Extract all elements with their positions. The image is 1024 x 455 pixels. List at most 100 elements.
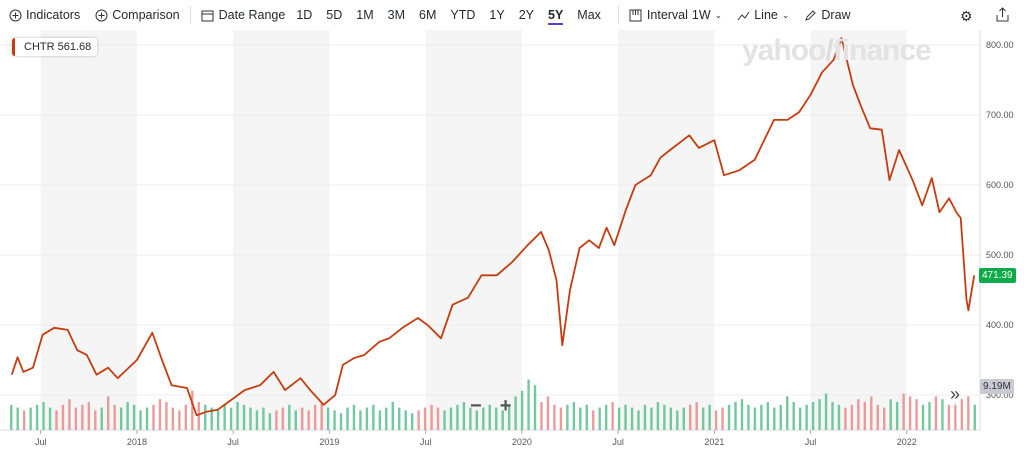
interval-button[interactable]: Interval 1W ⌄ xyxy=(629,8,722,22)
volume-bar xyxy=(152,404,155,430)
volume-bar xyxy=(139,410,142,430)
gear-icon: ⚙ xyxy=(960,8,973,24)
volume-bar xyxy=(482,407,485,430)
volume-bar xyxy=(773,407,776,430)
period-band xyxy=(40,30,137,430)
indicators-label: Indicators xyxy=(26,8,81,22)
volume-bar xyxy=(100,407,103,430)
plus-circle-icon xyxy=(8,8,22,22)
volume-bar xyxy=(928,402,931,430)
date-range-button[interactable]: Date Range xyxy=(201,8,286,22)
volume-bar xyxy=(844,407,847,430)
volume-bar xyxy=(456,404,459,430)
interval-value: 1W xyxy=(691,8,711,22)
volume-bar xyxy=(740,399,744,430)
volume-bar xyxy=(10,404,13,430)
x-tick-label: 2020 xyxy=(512,437,532,447)
volume-bar xyxy=(35,404,39,430)
volume-bar xyxy=(132,404,136,430)
volume-bar xyxy=(462,402,466,430)
indicators-button[interactable]: Indicators xyxy=(8,8,80,22)
range-tab-2y[interactable]: 2Y xyxy=(518,8,534,22)
volume-bar xyxy=(249,407,252,430)
volume-bar xyxy=(747,404,750,430)
range-tab-ytd[interactable]: YTD xyxy=(450,8,476,22)
volume-bar xyxy=(786,396,789,430)
volume-bar xyxy=(126,402,129,430)
volume-bar xyxy=(585,404,588,430)
line-type-button[interactable]: Line ⌄ xyxy=(736,8,789,22)
volume-bar xyxy=(378,410,382,430)
volume-bar xyxy=(436,407,440,430)
x-tick-label: 2018 xyxy=(127,437,147,447)
volume-bar xyxy=(889,399,892,430)
zoom-in-button[interactable]: + xyxy=(499,395,512,417)
volume-bar xyxy=(87,402,91,430)
range-tab-max[interactable]: Max xyxy=(577,8,601,22)
share-button[interactable] xyxy=(996,7,1009,25)
volume-bar xyxy=(908,396,912,430)
x-tick-label: 2021 xyxy=(704,437,724,447)
legend-chip[interactable]: CHTR 561.68 xyxy=(12,38,98,56)
scroll-to-latest-button[interactable]: » xyxy=(950,384,961,405)
volume-bar xyxy=(145,407,149,430)
volume-bar xyxy=(16,407,19,430)
volume-bar xyxy=(320,402,323,430)
volume-bar xyxy=(579,407,582,430)
volume-bar xyxy=(520,390,524,430)
volume-bar xyxy=(895,402,899,430)
line-chart-icon xyxy=(736,8,750,22)
volume-bar xyxy=(29,407,32,430)
range-tab-3m[interactable]: 3M xyxy=(387,8,406,22)
divider xyxy=(617,6,619,24)
range-tab-5y[interactable]: 5Y xyxy=(548,8,564,25)
volume-bar xyxy=(275,410,278,430)
draw-button[interactable]: Draw xyxy=(803,8,851,22)
interval-label: Interval xyxy=(646,8,688,22)
volume-bar xyxy=(701,407,705,430)
range-tab-1m[interactable]: 1M xyxy=(356,8,374,22)
volume-bar xyxy=(611,402,614,430)
volume-bar xyxy=(624,404,627,430)
volume-bar xyxy=(973,404,976,430)
x-tick-label: Jul xyxy=(35,437,47,447)
volume-bar xyxy=(501,410,504,430)
volume-bar xyxy=(721,407,724,430)
y-tick-label: 300.00 xyxy=(986,390,1014,400)
range-tab-5d[interactable]: 5D xyxy=(326,8,343,22)
volume-bar xyxy=(650,407,653,430)
comparison-button[interactable]: Comparison xyxy=(94,8,180,22)
pencil-icon xyxy=(803,8,817,22)
volume-bar xyxy=(333,410,336,430)
volume-bar xyxy=(268,413,272,430)
volume-bar xyxy=(870,396,873,430)
line-label: Line xyxy=(754,8,778,22)
zoom-out-button[interactable]: − xyxy=(470,395,482,417)
x-tick-label: 2022 xyxy=(897,437,917,447)
volume-bar xyxy=(410,413,414,430)
volume-bar xyxy=(94,410,97,430)
volume-bar xyxy=(921,404,925,430)
range-tab-1d[interactable]: 1D xyxy=(296,8,313,22)
price-chart[interactable]: 800.00 700.00 600.00 500.00 400.00 300.00 Jul 2… xyxy=(0,30,1024,455)
volume-bar xyxy=(307,410,310,430)
volume-bar xyxy=(798,407,802,430)
volume-bar xyxy=(313,404,317,430)
settings-button[interactable]: ⚙ xyxy=(960,8,973,25)
volume-bar xyxy=(346,407,349,430)
plus-circle-icon xyxy=(94,8,108,22)
volume-bar xyxy=(617,407,621,430)
volume-bar xyxy=(883,407,886,430)
comparison-label: Comparison xyxy=(112,8,180,22)
range-tab-1y[interactable]: 1Y xyxy=(489,8,505,22)
range-tab-6m[interactable]: 6M xyxy=(419,8,437,22)
date-range-label: Date Range xyxy=(218,8,286,22)
volume-bar xyxy=(604,404,608,430)
volume-bar xyxy=(74,407,78,430)
volume-bar xyxy=(533,385,537,430)
y-tick-label: 600.00 xyxy=(986,180,1014,190)
volume-bar xyxy=(934,396,938,430)
volume-bar xyxy=(255,410,259,430)
volume-bar xyxy=(637,410,640,430)
volume-bar xyxy=(734,402,737,430)
